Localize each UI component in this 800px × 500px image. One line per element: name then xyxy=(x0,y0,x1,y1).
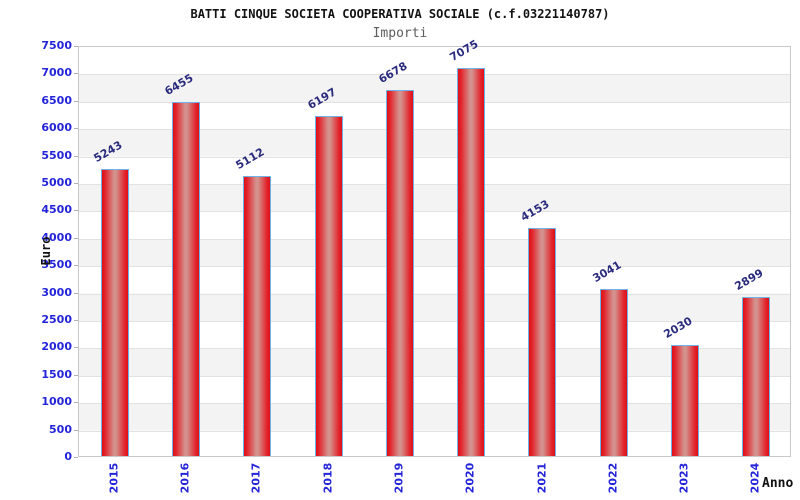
y-tick-mark xyxy=(74,210,78,211)
y-tick-label-3000: 3000 xyxy=(41,285,72,299)
value-label-2018: 6197 xyxy=(305,85,339,113)
y-tick-mark xyxy=(74,73,78,74)
bar-2018 xyxy=(314,116,343,456)
chart-title: BATTI CINQUE SOCIETA COOPERATIVA SOCIALE… xyxy=(190,7,610,21)
y-tick-label-2500: 2500 xyxy=(41,313,72,326)
y-tick-label-0: 0 xyxy=(64,450,72,463)
y-tick-mark xyxy=(74,293,78,294)
value-label-2020: 7075 xyxy=(447,37,481,65)
y-tick-label-4500: 4500 xyxy=(41,203,72,217)
x-axis-title: Anno xyxy=(762,476,794,491)
x-tick-label-2015: 2015 xyxy=(107,462,121,494)
y-tick-label-6500: 6500 xyxy=(41,93,72,107)
y-tick-mark xyxy=(74,457,78,458)
y-tick-mark xyxy=(74,265,78,266)
x-tick-label-2024: 2024 xyxy=(748,462,762,494)
gridline xyxy=(79,266,790,267)
y-tick-mark xyxy=(74,156,78,157)
value-label-2023: 2030 xyxy=(661,314,695,341)
y-axis-title: Euro xyxy=(39,236,53,266)
y-tick-mark xyxy=(74,101,78,102)
y-tick-label-7000: 7000 xyxy=(41,66,72,80)
y-tick-mark xyxy=(74,402,78,403)
value-label-2021: 4153 xyxy=(518,197,552,225)
plot-area: 5243 6455 5112 6197 6678 7075 4153 3041 2030 2899 xyxy=(78,38,791,457)
chart-subtitle: Importi xyxy=(372,26,428,41)
y-tick-mark xyxy=(74,46,78,47)
y-tick-mark xyxy=(74,183,78,184)
value-label-2017: 5112 xyxy=(233,145,267,172)
gridline xyxy=(79,74,790,75)
x-tick-label-2017: 2017 xyxy=(249,462,263,494)
x-tick-label-2016: 2016 xyxy=(178,462,192,494)
gridline xyxy=(79,348,790,349)
y-tick-label-1500: 1500 xyxy=(41,367,72,381)
value-label-2016: 6455 xyxy=(162,71,196,99)
value-label-2019: 6678 xyxy=(376,59,410,86)
y-tick-mark xyxy=(74,347,78,348)
gridline xyxy=(79,294,790,295)
gridline xyxy=(79,376,790,377)
y-tick-label-7500: 7500 xyxy=(41,39,72,52)
y-tick-mark xyxy=(74,375,78,376)
y-tick-label-3500: 3500 xyxy=(41,258,72,272)
y-tick-label-2000: 2000 xyxy=(41,340,72,354)
bar-2022 xyxy=(599,289,628,456)
gridline xyxy=(79,157,790,158)
x-tick-label-2020: 2020 xyxy=(463,462,477,494)
gridline xyxy=(79,321,790,322)
gridline xyxy=(79,211,790,212)
gridline xyxy=(79,102,790,103)
x-tick-label-2018: 2018 xyxy=(321,462,334,494)
y-tick-label-5500: 5500 xyxy=(41,148,72,162)
value-label-2024: 2899 xyxy=(732,266,766,294)
gridline xyxy=(79,403,790,404)
y-tick-label-6000: 6000 xyxy=(41,121,72,135)
gridline xyxy=(79,431,790,432)
bar-2023 xyxy=(671,344,699,456)
y-tick-mark xyxy=(74,238,78,239)
bar-2020 xyxy=(457,68,486,456)
x-tick-label-2019: 2019 xyxy=(392,462,406,494)
y-tick-label-500: 500 xyxy=(49,422,72,436)
value-label-2022: 3041 xyxy=(590,258,624,286)
bar-2015 xyxy=(100,168,129,456)
gridline xyxy=(79,129,790,130)
x-tick-label-2021: 2021 xyxy=(535,462,548,494)
value-label-2015: 5243 xyxy=(91,138,125,165)
bar-2024 xyxy=(742,297,771,456)
y-tick-label-5000: 5000 xyxy=(41,176,72,189)
bar-2021 xyxy=(528,228,557,456)
gridline xyxy=(79,184,790,185)
bar-2016 xyxy=(171,102,200,456)
y-tick-label-1000: 1000 xyxy=(41,395,72,409)
gridline xyxy=(79,239,790,240)
y-tick-label-4000: 4000 xyxy=(41,230,72,244)
bar-2017 xyxy=(243,175,272,456)
y-tick-mark xyxy=(74,430,78,431)
y-tick-mark xyxy=(74,128,78,129)
x-tick-label-2022: 2022 xyxy=(606,462,620,494)
y-tick-mark xyxy=(74,320,78,321)
bar-2019 xyxy=(385,90,414,456)
x-tick-label-2023: 2023 xyxy=(677,462,691,494)
